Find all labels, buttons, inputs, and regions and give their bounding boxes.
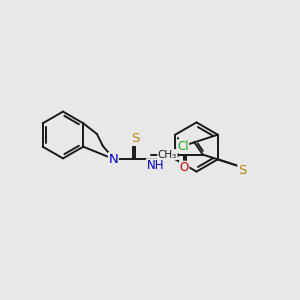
Text: S: S bbox=[238, 164, 246, 177]
Text: NH: NH bbox=[147, 159, 164, 172]
Text: S: S bbox=[131, 132, 140, 146]
Text: Cl: Cl bbox=[177, 140, 188, 153]
Text: O: O bbox=[164, 149, 173, 162]
Text: O: O bbox=[180, 161, 189, 174]
Text: N: N bbox=[109, 153, 118, 166]
Text: CH₃: CH₃ bbox=[158, 150, 177, 160]
